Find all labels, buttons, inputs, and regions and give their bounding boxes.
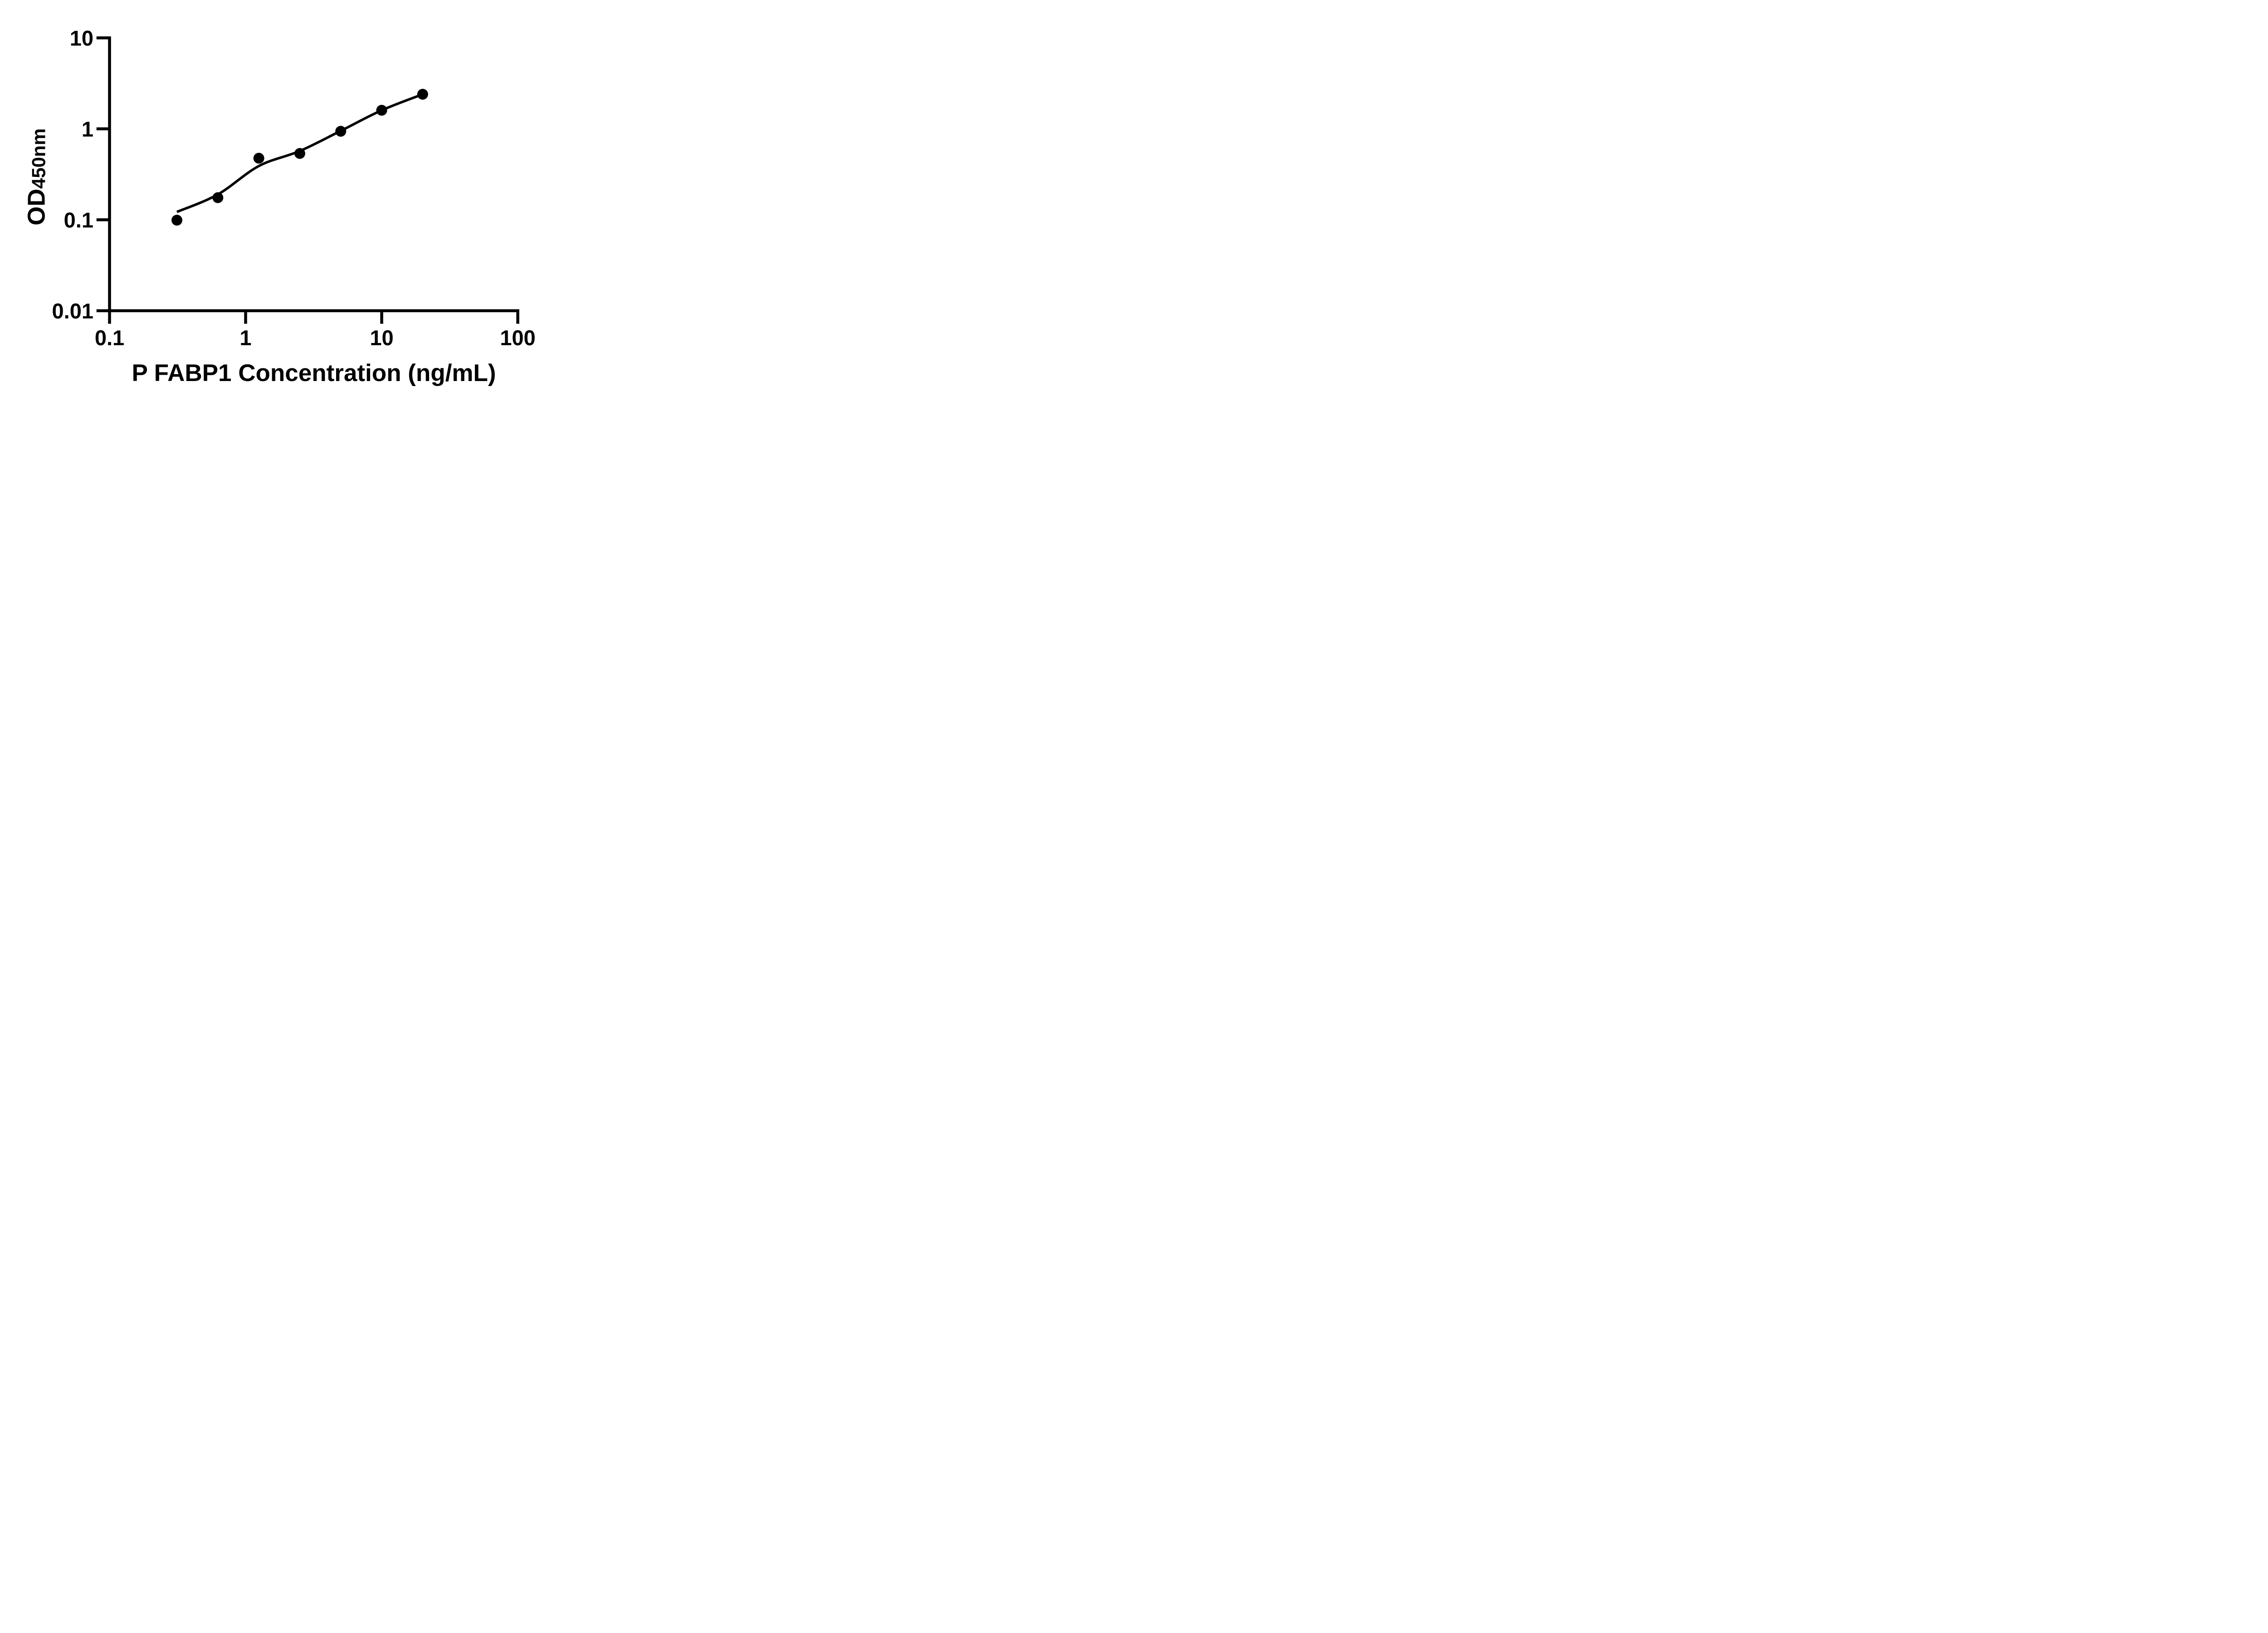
y-tick-label: 10: [70, 26, 93, 50]
y-tick-label: 0.01: [52, 299, 93, 323]
x-tick-label: 10: [370, 326, 393, 350]
data-point: [294, 148, 305, 159]
data-point: [417, 88, 428, 100]
data-point: [376, 105, 387, 116]
y-axis-title: OD450nm: [23, 128, 50, 225]
data-point: [253, 152, 264, 164]
data-point: [335, 126, 347, 137]
data-point: [171, 215, 182, 226]
elisa-standard-curve-figure: 10 1 0.1 0.01 0.1 1 10 100 P FABP1 Concentratio…: [0, 0, 581, 408]
x-tick-label: 1: [240, 326, 251, 350]
plot-layer: [171, 88, 428, 226]
y-tick-label: 0.1: [64, 208, 93, 232]
x-tick-label: 100: [500, 326, 535, 350]
y-axis-title-subscript: 450nm: [28, 128, 49, 189]
x-tick-label: 0.1: [95, 326, 124, 350]
x-axis-title: P FABP1 Concentration (ng/mL): [132, 360, 496, 386]
y-tick-label: 1: [82, 117, 93, 141]
y-axis-title-main: OD: [23, 189, 50, 225]
data-point: [212, 192, 224, 203]
